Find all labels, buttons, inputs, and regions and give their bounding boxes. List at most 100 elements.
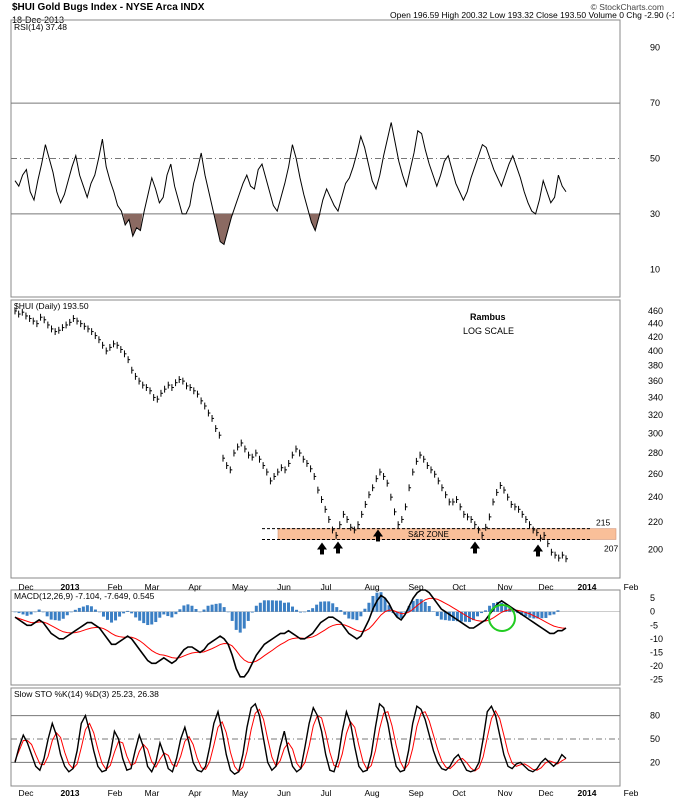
arrow-icon (317, 542, 327, 550)
macd-histogram-bar (399, 611, 403, 618)
macd-histogram-bar (53, 611, 57, 621)
x-axis-label: Apr (188, 582, 201, 592)
macd-histogram-bar (427, 606, 431, 612)
macd-histogram-bar (101, 611, 105, 617)
macd-histogram-bar (21, 611, 25, 615)
macd-histogram-bar (118, 611, 122, 617)
sto-tick-label: 80 (650, 711, 660, 721)
macd-histogram-bar (242, 611, 246, 629)
price-tick-label: 440 (648, 319, 663, 329)
macd-histogram-bar (81, 606, 85, 612)
price-tick-label: 200 (648, 544, 663, 554)
x-axis-label-bottom: Jun (277, 788, 291, 798)
x-axis-label: Mar (145, 582, 160, 592)
watermark: © StockCharts.com (590, 2, 664, 12)
macd-histogram-bar (85, 605, 89, 612)
macd-histogram-bar (339, 610, 343, 612)
macd-histogram-bar (234, 611, 238, 630)
macd-tick-label: -10 (650, 634, 663, 644)
macd-histogram-bar (407, 606, 411, 612)
macd-histogram-bar (335, 607, 339, 612)
rsi-oversold-fill (123, 213, 143, 237)
panel-frame (10, 299, 621, 579)
macd-tick-label: -5 (650, 620, 658, 630)
price-tick-label: 460 (648, 306, 663, 316)
macd-histogram-bar (443, 611, 447, 621)
x-axis-label: Dec (538, 582, 554, 592)
price-tick-label: 280 (648, 448, 663, 458)
macd-histogram-bar (206, 605, 210, 612)
macd-histogram-bar (222, 607, 226, 612)
macd-macd-line (14, 589, 567, 678)
rsi-label: RSI(14) 37.48 (14, 22, 67, 32)
arrow-icon (373, 529, 383, 537)
macd-histogram-bar (463, 611, 467, 622)
macd-histogram-bar (540, 611, 544, 619)
macd-histogram-bar (496, 601, 500, 612)
arrow-icon-stem (320, 549, 324, 555)
macd-histogram-bar (524, 611, 528, 617)
macd-histogram-bar (387, 605, 391, 612)
x-axis-label: Aug (364, 582, 379, 592)
sto-k-line (14, 702, 567, 775)
macd-histogram-bar (439, 611, 443, 620)
macd-histogram-bar (295, 609, 299, 612)
macd-histogram-bar (484, 610, 488, 612)
crossover-circle (488, 604, 516, 632)
x-axis-label-bottom: Jul (321, 788, 332, 798)
macd-histogram-bar (323, 601, 327, 612)
macd-histogram-bar (435, 611, 439, 617)
macd-histogram-bar (106, 611, 110, 620)
macd-signal-line (14, 597, 567, 663)
panel-frame (10, 589, 621, 686)
sto-tick-label: 50 (650, 734, 660, 744)
macd-histogram-bar (174, 611, 178, 615)
arrow-icon-stem (336, 548, 340, 554)
rsi-tick-label: 90 (650, 43, 660, 53)
macd-histogram-bar (359, 611, 363, 617)
macd-histogram-bar (182, 605, 186, 612)
macd-histogram-bar (419, 599, 423, 612)
macd-histogram-bar (246, 611, 250, 621)
price-tick-label: 360 (648, 376, 663, 386)
macd-histogram-bar (45, 611, 49, 617)
x-axis-label-bottom: Dec (18, 788, 34, 798)
annotation-sr-zone: S&R ZONE (408, 530, 449, 539)
macd-histogram-bar (29, 611, 33, 615)
macd-histogram-bar (73, 609, 77, 612)
rsi-tick-label: 70 (650, 98, 660, 108)
x-axis-label: 2014 (578, 582, 597, 592)
macd-histogram-bar (355, 611, 359, 621)
price-tick-label: 240 (648, 492, 663, 502)
price-tick-label: 260 (648, 469, 663, 479)
macd-histogram-bar (282, 602, 286, 612)
macd-histogram-bar (363, 608, 367, 612)
sto-tick-label: 20 (650, 757, 660, 767)
macd-histogram-bar (33, 611, 37, 613)
macd-histogram-bar (403, 611, 407, 613)
macd-histogram-bar (459, 611, 463, 622)
rsi-line (14, 122, 567, 246)
macd-label: MACD(12,26,9) -7.104, -7.649, 0.545 (14, 591, 155, 601)
macd-histogram-bar (303, 611, 307, 613)
x-axis-label: Feb (624, 582, 639, 592)
macd-histogram-bar (130, 611, 134, 614)
macd-histogram-bar (37, 609, 41, 612)
macd-histogram-bar (532, 611, 536, 619)
macd-histogram-bar (226, 611, 230, 613)
x-axis-label-bottom: Dec (538, 788, 554, 798)
macd-histogram-bar (343, 611, 347, 615)
macd-histogram-bar (250, 611, 254, 613)
macd-histogram-bar (150, 611, 154, 625)
arrow-icon-stem (473, 548, 477, 554)
macd-histogram-bar (146, 611, 150, 626)
macd-histogram-bar (114, 611, 118, 621)
x-axis-label-bottom: 2014 (578, 788, 597, 798)
macd-histogram-bar (476, 611, 480, 617)
macd-histogram-bar (488, 605, 492, 612)
macd-histogram-bar (383, 598, 387, 612)
macd-histogram-bar (307, 610, 311, 612)
x-axis-label: Sep (408, 582, 423, 592)
macd-histogram-bar (218, 603, 222, 612)
x-axis-label: Jun (277, 582, 291, 592)
